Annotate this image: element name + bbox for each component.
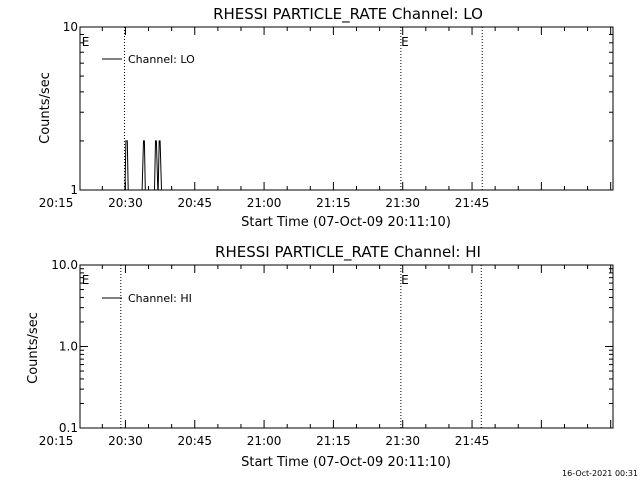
series-line: [121, 140, 542, 191]
x-tick-label: 21:30: [385, 434, 420, 448]
y-tick-label: 0.1: [59, 421, 78, 435]
event-marker: E: [401, 35, 409, 49]
x-tick-label: 20:45: [177, 434, 212, 448]
chart-hi-plot-frame: [79, 264, 614, 429]
chart-hi-title: RHESSI PARTICLE_RATE Channel: HI: [215, 243, 481, 262]
y-tick-label: 10: [63, 20, 78, 34]
x-tick-label: 21:15: [316, 434, 351, 448]
x-tick-label: 20:15: [39, 434, 74, 448]
chart-hi-legend-text: Channel: HI: [128, 292, 192, 305]
x-tick-label: 20:45: [177, 196, 212, 210]
chart-hi-xlabel: Start Time (07-Oct-09 20:11:10): [241, 455, 451, 470]
chart-lo: RHESSI PARTICLE_RATE Channel: LO Counts/…: [38, 5, 614, 230]
chart-lo-title: RHESSI PARTICLE_RATE Channel: LO: [213, 5, 483, 24]
event-marker: E: [401, 273, 409, 287]
chart-lo-x-ticks: 20:15 20:30 20:45 21:00 21:15 21:30 21:45: [39, 27, 612, 210]
x-tick-label: 20:30: [108, 434, 143, 448]
chart-hi-legend: Channel: HI: [102, 292, 192, 305]
event-marker: E: [82, 273, 90, 287]
x-tick-label: 20:15: [39, 196, 74, 210]
x-tick-label: 21:30: [385, 196, 420, 210]
chart-hi-y-ticks: 0.1 1.0 10.0: [51, 258, 613, 435]
chart-lo-y-ticks: 1 10: [63, 20, 613, 197]
y-tick-label: 1: [70, 183, 78, 197]
x-tick-label: 20:30: [108, 196, 143, 210]
x-tick-label: 21:00: [247, 434, 282, 448]
chart-hi-x-ticks: 20:15 20:30 20:45 21:00 21:15 21:30 21:45: [39, 265, 612, 448]
chart-hi-ylabel: Counts/sec: [26, 312, 41, 384]
chart-lo-plot-frame: [79, 26, 614, 191]
y-tick-label: 1.0: [59, 340, 78, 354]
x-tick-label: 21:00: [247, 196, 282, 210]
chart-lo-ylabel: Counts/sec: [38, 72, 53, 144]
chart-lo-legend: Channel: LO: [102, 53, 195, 66]
chart-hi: RHESSI PARTICLE_RATE Channel: HI Counts/…: [26, 243, 614, 470]
chart-lo-legend-text: Channel: LO: [128, 53, 195, 66]
event-marker: E: [82, 35, 90, 49]
x-tick-label: 21:15: [316, 196, 351, 210]
y-tick-label: 10.0: [51, 258, 78, 272]
chart-lo-series: [121, 140, 542, 191]
x-tick-label: 21:45: [455, 196, 490, 210]
chart-lo-xlabel: Start Time (07-Oct-09 20:11:10): [241, 215, 451, 230]
x-tick-label: 21:45: [455, 434, 490, 448]
footer-timestamp: 16-Oct-2021 00:31: [562, 469, 638, 478]
